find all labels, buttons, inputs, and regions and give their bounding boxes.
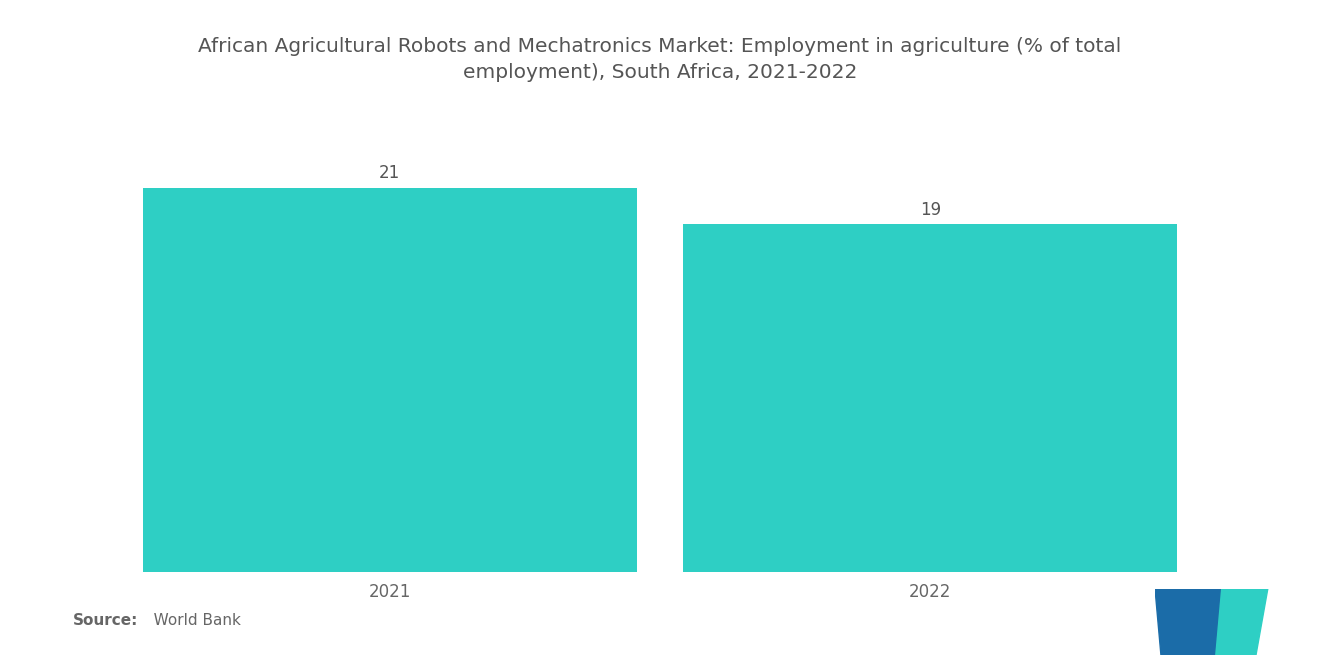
Bar	[143, 188, 636, 572]
Text: World Bank: World Bank	[139, 613, 240, 628]
Text: employment), South Africa, 2021-2022: employment), South Africa, 2021-2022	[463, 63, 857, 82]
Text: 19: 19	[920, 201, 941, 219]
Polygon shape	[1196, 589, 1220, 655]
Text: 21: 21	[379, 164, 400, 182]
Polygon shape	[1155, 589, 1203, 655]
Text: Source:: Source:	[73, 613, 139, 628]
Bar	[684, 224, 1177, 572]
Polygon shape	[1209, 589, 1267, 655]
Text: African Agricultural Robots and Mechatronics Market: Employment in agriculture (: African Agricultural Robots and Mechatro…	[198, 37, 1122, 56]
